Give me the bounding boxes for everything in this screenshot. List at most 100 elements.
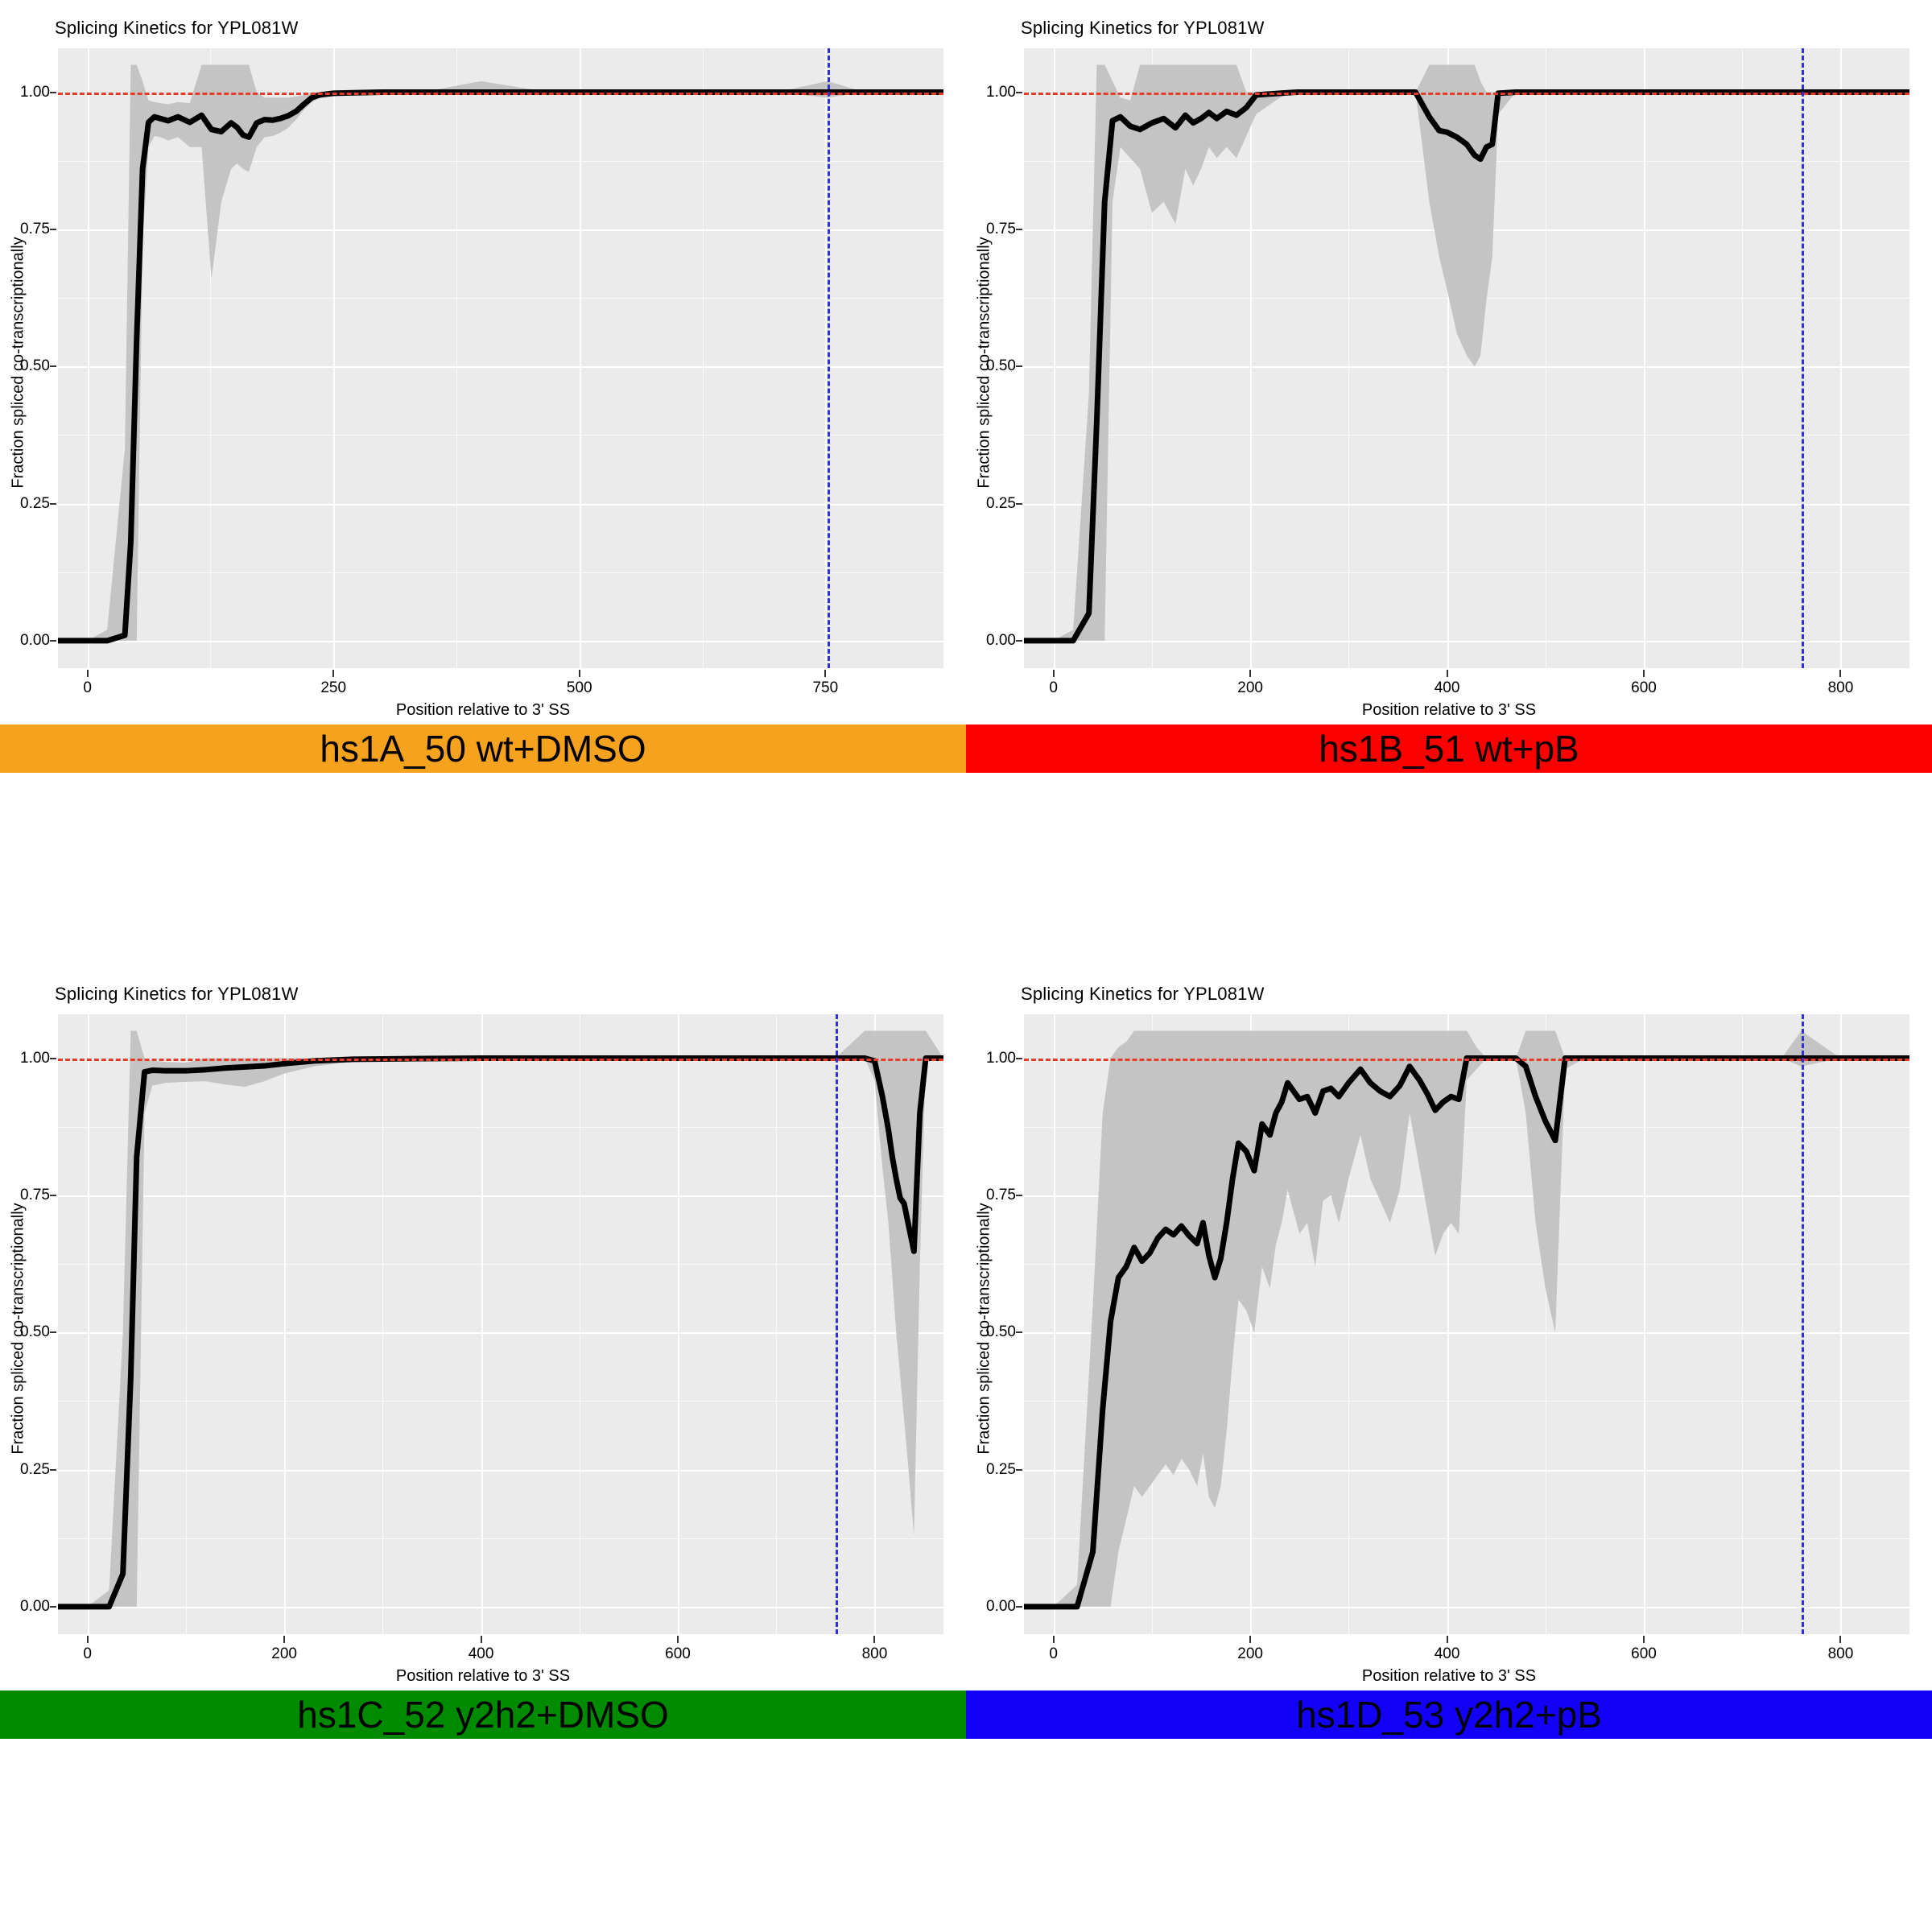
y-axis-tick-label: 0.25	[20, 494, 50, 512]
y-axis-tick-mark	[50, 228, 56, 230]
plot-background	[58, 1014, 943, 1634]
gridline-vertical	[1644, 48, 1645, 668]
reference-line	[1024, 1058, 1909, 1061]
gridline-vertical	[1250, 1014, 1253, 1634]
panel-d: Splicing Kinetics for YPL081W Fraction s…	[966, 966, 1932, 1739]
y-axis-tick-mark	[1016, 502, 1022, 505]
y-axis-tick-mark	[1016, 1331, 1022, 1334]
gridline-vertical	[1840, 48, 1843, 668]
y-axis-tick-label: 0.00	[986, 631, 1016, 649]
gridline-horizontal-minor	[1024, 1126, 1909, 1128]
reference-line	[58, 92, 943, 95]
x-axis-tick-mark	[86, 670, 89, 677]
plot-background	[1024, 48, 1909, 668]
gridline-vertical	[1447, 1014, 1449, 1634]
y-axis-tick-label: 1.00	[20, 1049, 50, 1067]
panel-b-x-axis-label: Position relative to 3' SS	[1361, 701, 1537, 719]
panel-c-strip-label: hs1C_52 y2h2+DMSO	[0, 1690, 966, 1739]
panel-a: Splicing Kinetics for YPL081W Fraction s…	[0, 0, 966, 773]
panel-b: Splicing Kinetics for YPL081W Fraction s…	[966, 0, 1932, 773]
gridline-horizontal-minor	[58, 298, 943, 299]
x-axis-tick-mark	[1052, 1636, 1055, 1643]
x-axis-tick-label: 400	[468, 1645, 494, 1662]
splicing-curve	[1024, 1055, 1909, 1610]
x-axis-tick-mark	[1052, 670, 1055, 677]
y-axis-tick-label: 1.00	[986, 83, 1016, 101]
y-axis-tick-mark	[1016, 639, 1022, 642]
y-axis-tick-mark	[1016, 1468, 1022, 1471]
gridline-vertical	[333, 48, 336, 668]
gridline-vertical	[874, 1014, 877, 1634]
gridline-horizontal	[58, 229, 943, 231]
panel-a-x-axis-label: Position relative to 3' SS	[395, 701, 571, 719]
y-axis-tick-mark	[1016, 1605, 1022, 1608]
gridline-horizontal	[1024, 1469, 1909, 1472]
gridline-horizontal-minor	[1024, 572, 1909, 573]
splicing-curve	[58, 89, 943, 644]
vertical-marker-line	[835, 1014, 838, 1634]
y-axis-tick-label: 1.00	[20, 83, 50, 101]
panel-row-top: Splicing Kinetics for YPL081W Fraction s…	[0, 0, 1932, 773]
series-layer	[58, 1030, 943, 1610]
x-axis-tick-label: 200	[271, 1645, 297, 1662]
x-axis-tick-mark	[1839, 1636, 1842, 1643]
y-axis-tick-mark	[1016, 91, 1022, 93]
gridline-horizontal-minor	[58, 1126, 943, 1128]
series-layer	[1024, 64, 1909, 644]
gridline-vertical-minor	[185, 1014, 187, 1634]
panel-d-strip-label: hs1D_53 y2h2+pB	[966, 1690, 1932, 1739]
x-axis-tick-label: 600	[1631, 1645, 1657, 1662]
gridline-horizontal-minor	[58, 1538, 943, 1539]
panel-a-strip-label: hs1A_50 wt+DMSO	[0, 724, 966, 773]
gridline-horizontal-minor	[58, 1264, 943, 1265]
panel-c-x-axis-label: Position relative to 3' SS	[395, 1667, 571, 1685]
x-axis-tick-label: 0	[83, 1645, 92, 1662]
y-axis-tick-mark	[50, 365, 56, 368]
panel-d-x-axis-label: Position relative to 3' SS	[1361, 1667, 1537, 1685]
panel-c-plot: Splicing Kinetics for YPL081W Fraction s…	[0, 966, 966, 1690]
x-axis-tick-mark	[1839, 670, 1842, 677]
y-axis-tick-label: 1.00	[986, 1049, 1016, 1067]
gridline-vertical-minor	[1348, 48, 1350, 668]
x-axis-tick-mark	[283, 1636, 286, 1643]
panel-b-title: Splicing Kinetics for YPL081W	[1021, 18, 1265, 38]
y-axis-tick-mark	[50, 1605, 56, 1608]
y-axis-tick-mark	[50, 1331, 56, 1334]
gridline-horizontal	[1024, 503, 1909, 506]
y-axis-tick-mark	[50, 91, 56, 93]
vertical-marker-line	[827, 48, 830, 668]
x-axis-tick-label: 0	[1049, 1645, 1058, 1662]
panel-c-axes: 0.00 0.25 0.50 0.75 1.00 0 200 400 600 800	[20, 1014, 943, 1662]
gridline-vertical	[481, 1014, 483, 1634]
gridline-horizontal	[58, 366, 943, 369]
x-axis-tick-mark	[1643, 1636, 1645, 1643]
gridline-horizontal	[1024, 366, 1909, 369]
y-axis-tick-label: 0.75	[986, 220, 1016, 237]
gridline-horizontal	[58, 640, 943, 642]
panel-b-plot: Splicing Kinetics for YPL081W Fraction s…	[966, 0, 1932, 724]
reference-line	[1024, 92, 1909, 95]
x-axis-tick-label: 500	[566, 679, 592, 696]
gridline-horizontal	[1024, 1332, 1909, 1335]
x-axis-tick-label: 750	[812, 679, 839, 696]
bottom-spacer	[0, 1739, 1932, 1884]
x-axis-tick-label: 0	[1049, 679, 1058, 696]
plot-background	[1024, 1014, 1909, 1634]
splicing-curve	[58, 1055, 943, 1610]
gridline-horizontal-minor	[1024, 1264, 1909, 1265]
x-axis-tick-label: 200	[1237, 679, 1263, 696]
x-axis-tick-mark	[1446, 1636, 1448, 1643]
gridline-horizontal	[1024, 1195, 1909, 1197]
gridline-horizontal	[58, 1606, 943, 1608]
y-axis-tick-label: 0.25	[986, 494, 1016, 512]
x-axis-tick-label: 600	[1631, 679, 1657, 696]
x-axis-tick-label: 800	[1827, 1645, 1854, 1662]
gridline-vertical	[1644, 1014, 1645, 1634]
gridline-horizontal	[58, 1195, 943, 1197]
x-axis-tick-label: 400	[1434, 679, 1460, 696]
y-axis-tick-label: 0.75	[986, 1186, 1016, 1203]
confidence-ribbon	[1024, 1030, 1909, 1607]
x-axis-tick-label: 600	[665, 1645, 691, 1662]
panel-row-bottom: Splicing Kinetics for YPL081W Fraction s…	[0, 966, 1932, 1739]
y-axis-tick-mark	[50, 502, 56, 505]
